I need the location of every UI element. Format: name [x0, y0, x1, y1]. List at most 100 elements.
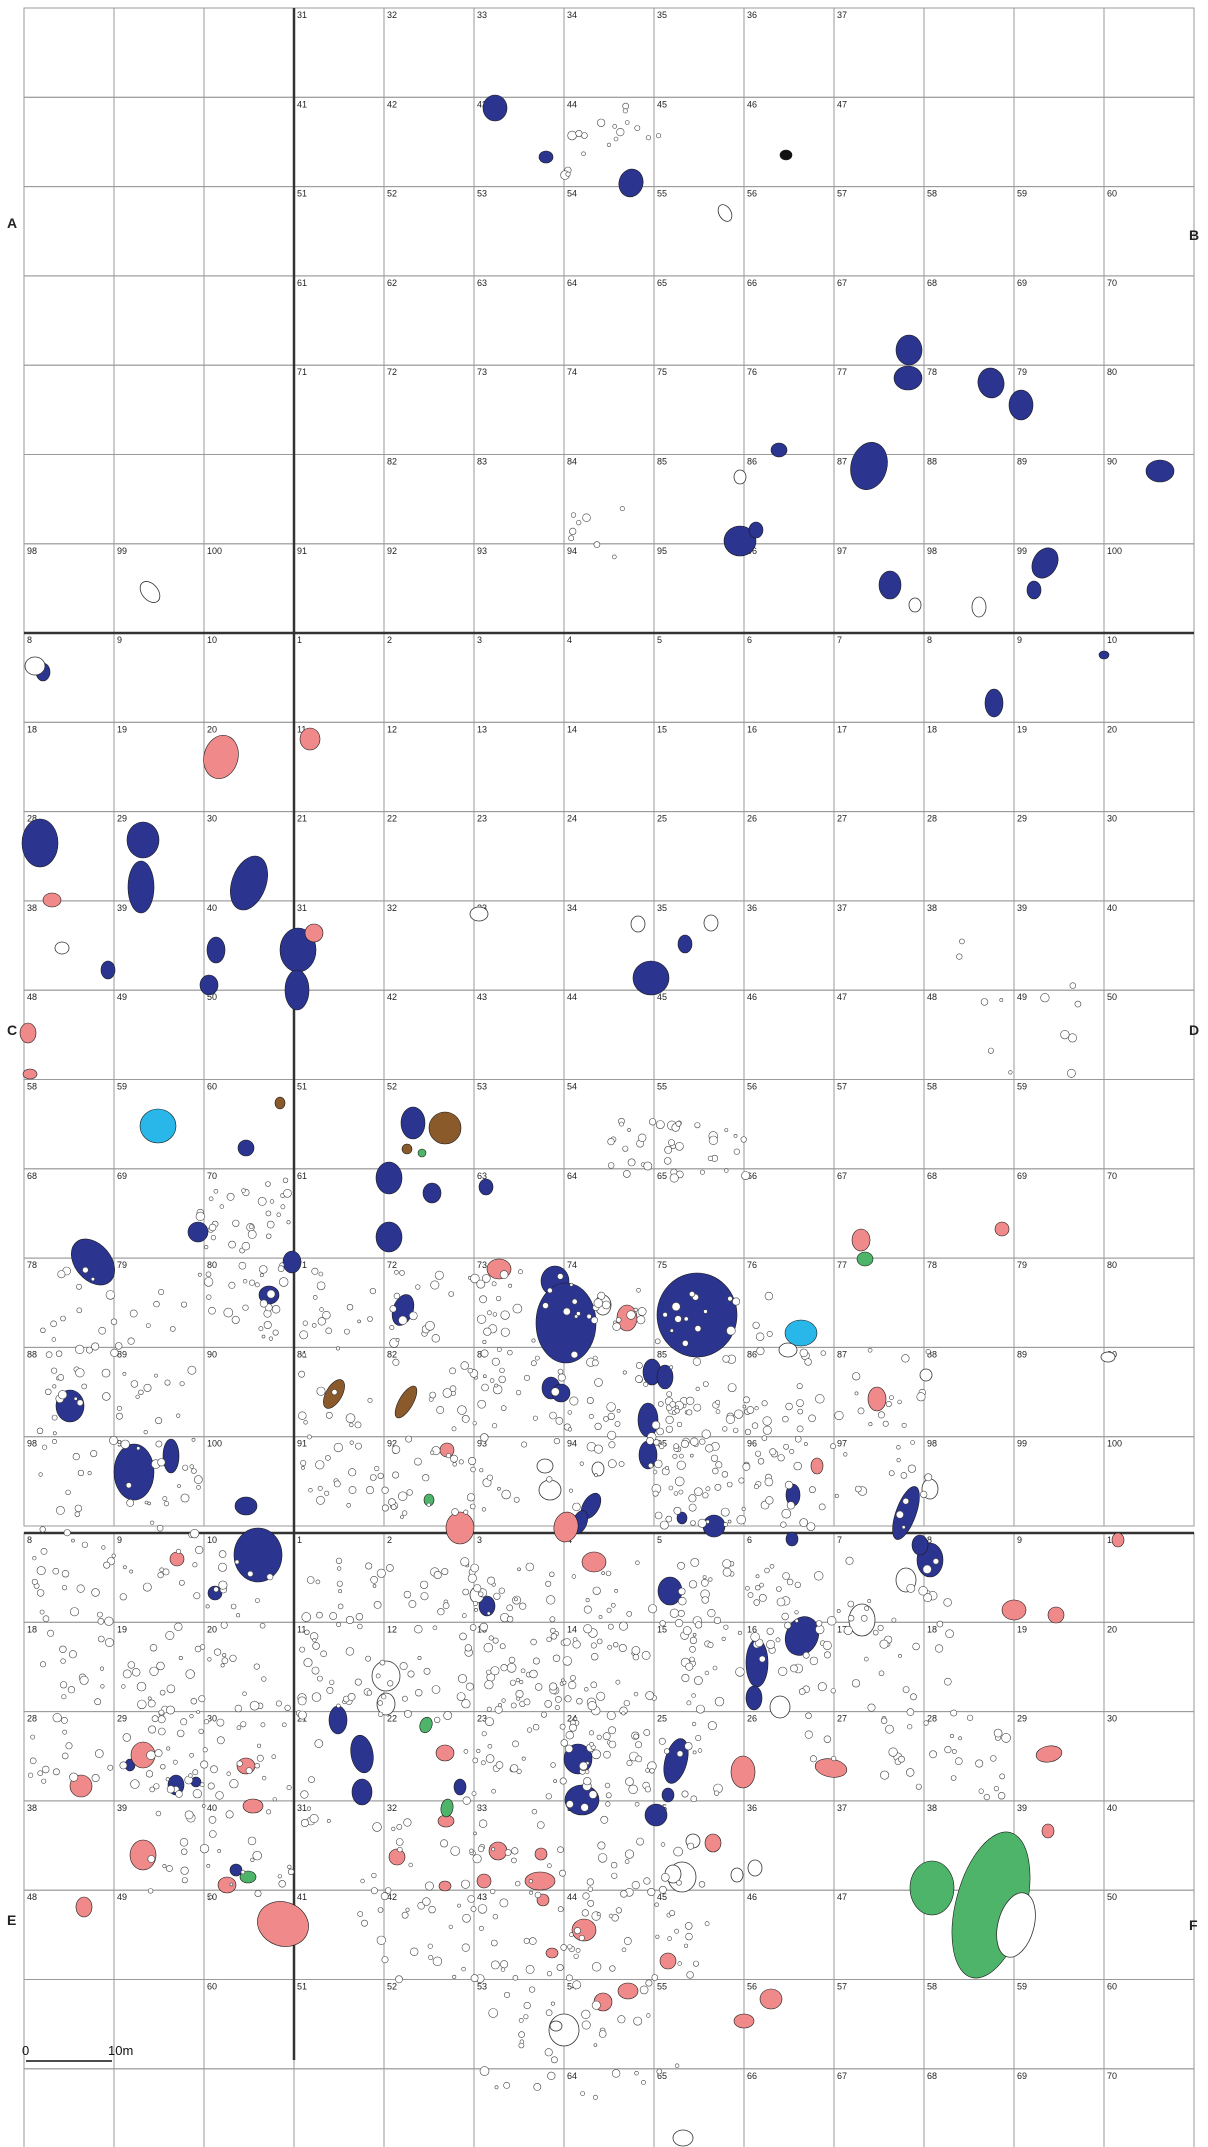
posthole: [714, 1696, 725, 1707]
posthole: [751, 1422, 759, 1429]
posthole: [740, 1136, 747, 1143]
grid-cell: [23, 1800, 115, 1891]
posthole: [77, 1469, 84, 1477]
posthole: [910, 1440, 915, 1445]
grid-cell: [1103, 989, 1195, 1081]
grid-cell: [743, 364, 835, 456]
posthole: [145, 1323, 151, 1328]
posthole: [312, 1642, 320, 1650]
posthole: [65, 1742, 73, 1750]
posthole: [494, 2085, 499, 2090]
feature-blue: [233, 1527, 283, 1583]
posthole: [337, 1566, 342, 1571]
grid-cell-label: 55: [657, 1082, 667, 1092]
grid-cell-label: 7: [837, 1535, 842, 1545]
posthole: [51, 1337, 56, 1342]
grid-cell: [473, 543, 565, 634]
posthole: [692, 1357, 702, 1366]
posthole: [786, 1501, 796, 1510]
posthole: [346, 1303, 354, 1311]
posthole: [980, 998, 989, 1006]
posthole: [651, 1974, 659, 1981]
posthole: [676, 1880, 682, 1886]
posthole: [203, 1277, 214, 1287]
posthole: [608, 1441, 616, 1449]
posthole: [499, 1643, 506, 1650]
posthole: [528, 1937, 537, 1945]
grid-cell: [473, 364, 565, 456]
posthole: [170, 1326, 176, 1332]
posthole: [254, 1282, 260, 1288]
posthole: [756, 1346, 765, 1356]
posthole: [601, 1571, 605, 1575]
posthole: [514, 1880, 521, 1887]
grid-cell-label: 100: [207, 1439, 222, 1449]
grid-cell: [383, 2068, 475, 2147]
grid-cell: [1013, 1257, 1105, 1348]
posthole: [637, 1133, 647, 1143]
grid-cell: [383, 96, 475, 188]
posthole: [631, 1880, 640, 1890]
grid-cell: [383, 1979, 475, 2070]
posthole: [367, 1397, 373, 1403]
posthole: [644, 1786, 652, 1793]
grid-cell-label: 2: [387, 635, 392, 645]
posthole: [367, 1316, 373, 1322]
posthole: [555, 1696, 562, 1703]
feature-pink: [1041, 1823, 1055, 1839]
posthole: [225, 1810, 234, 1819]
feature-green: [417, 1148, 427, 1158]
grid-cell-label: 35: [657, 903, 667, 913]
posthole: [458, 1459, 464, 1465]
grid-cell-label: 27: [837, 814, 847, 824]
posthole: [567, 130, 577, 141]
posthole: [641, 2079, 646, 2085]
posthole: [907, 1464, 917, 1473]
posthole: [690, 1558, 700, 1567]
posthole: [269, 1199, 275, 1204]
posthole: [568, 1680, 577, 1690]
posthole: [733, 1148, 740, 1155]
posthole: [508, 1283, 513, 1288]
posthole: [511, 1847, 519, 1855]
posthole: [652, 1469, 658, 1475]
posthole: [40, 1327, 46, 1334]
grid-cell-label: 39: [117, 1803, 127, 1813]
posthole: [612, 1641, 619, 1648]
posthole: [286, 1785, 292, 1791]
grid-cell-label: 28: [927, 814, 937, 824]
posthole: [643, 1729, 651, 1736]
posthole: [436, 1406, 445, 1414]
posthole: [150, 1520, 155, 1525]
posthole: [179, 1838, 189, 1847]
posthole: [590, 1642, 597, 1649]
posthole: [491, 1281, 497, 1287]
posthole: [897, 1399, 902, 1405]
posthole: [580, 1803, 589, 1812]
grid-cell: [293, 1800, 385, 1891]
posthole: [470, 1563, 480, 1573]
posthole: [681, 1674, 690, 1683]
feature-blue: [723, 525, 757, 557]
posthole: [701, 1429, 711, 1439]
posthole: [138, 1389, 144, 1396]
posthole: [287, 1864, 292, 1869]
posthole: [493, 1592, 501, 1600]
grid-cell-label: 4: [567, 635, 572, 645]
posthole: [622, 1145, 629, 1152]
posthole: [568, 1488, 574, 1493]
posthole: [59, 1681, 68, 1689]
grid-cell-label: 85: [657, 1349, 667, 1359]
grid-cell-label: 98: [27, 1439, 37, 1449]
posthole: [177, 1484, 181, 1488]
posthole: [809, 1755, 817, 1763]
posthole: [734, 1409, 744, 1419]
posthole: [722, 1355, 730, 1363]
grid-cell: [203, 454, 295, 545]
posthole: [119, 1761, 128, 1770]
posthole: [553, 1779, 557, 1783]
posthole: [129, 1569, 134, 1574]
posthole: [950, 1709, 958, 1717]
posthole: [993, 1728, 1003, 1738]
posthole: [428, 1955, 434, 1961]
